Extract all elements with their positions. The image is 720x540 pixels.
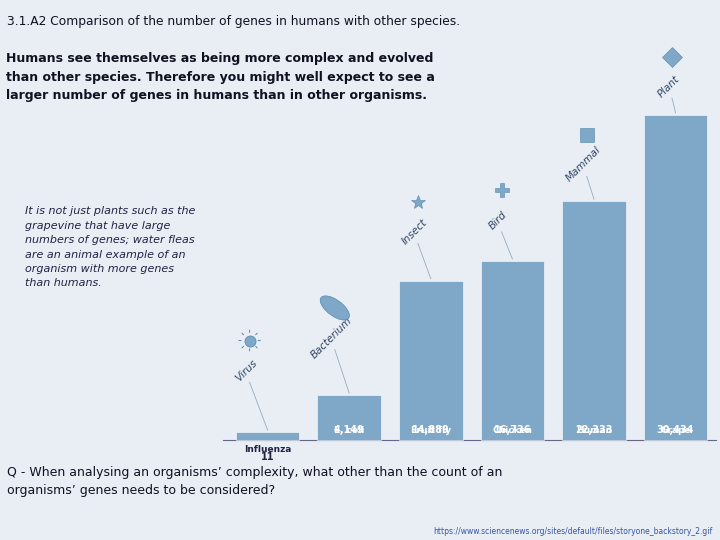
Text: Bird: Bird	[487, 209, 509, 231]
Text: It is not just plants such as the
grapevine that have large
numbers of genes; wa: It is not just plants such as the grapev…	[25, 206, 196, 288]
Text: 22,333: 22,333	[575, 411, 613, 435]
FancyBboxPatch shape	[318, 395, 381, 440]
Text: 3.1.A2 Comparison of the number of genes in humans with other species.: 3.1.A2 Comparison of the number of genes…	[7, 16, 460, 29]
Text: Plant: Plant	[656, 73, 681, 99]
Text: 30,434: 30,434	[657, 411, 694, 435]
Text: Virus: Virus	[233, 357, 259, 383]
Text: Chicken: Chicken	[492, 427, 532, 435]
Text: 4,149: 4,149	[334, 411, 364, 435]
Ellipse shape	[320, 296, 349, 320]
Text: https://www.sciencenews.org/sites/default/files/storyone_backstory_2.gif: https://www.sciencenews.org/sites/defaul…	[433, 527, 713, 536]
Text: Grape: Grape	[660, 427, 691, 435]
Text: Q - When analysing an organisms’ complexity, what other than the count of an
org: Q - When analysing an organisms’ complex…	[7, 467, 503, 497]
Text: Insect: Insect	[400, 217, 429, 246]
Text: 14,889: 14,889	[412, 411, 450, 435]
FancyBboxPatch shape	[562, 201, 626, 440]
FancyBboxPatch shape	[235, 432, 300, 440]
Text: 11: 11	[261, 452, 274, 462]
Text: Human: Human	[576, 427, 612, 435]
Text: Fruit fly: Fruit fly	[410, 427, 451, 435]
Text: 16,736: 16,736	[494, 411, 531, 435]
Text: Influenza: Influenza	[244, 444, 292, 454]
Text: Mammal: Mammal	[564, 145, 603, 184]
FancyBboxPatch shape	[644, 115, 708, 440]
Text: E. coli: E. coli	[334, 427, 364, 435]
Text: Humans see themselves as being more complex and evolved
than other species. Ther: Humans see themselves as being more comp…	[6, 52, 435, 103]
FancyBboxPatch shape	[399, 281, 463, 440]
Text: Bacterium: Bacterium	[309, 315, 354, 360]
FancyBboxPatch shape	[480, 261, 544, 440]
